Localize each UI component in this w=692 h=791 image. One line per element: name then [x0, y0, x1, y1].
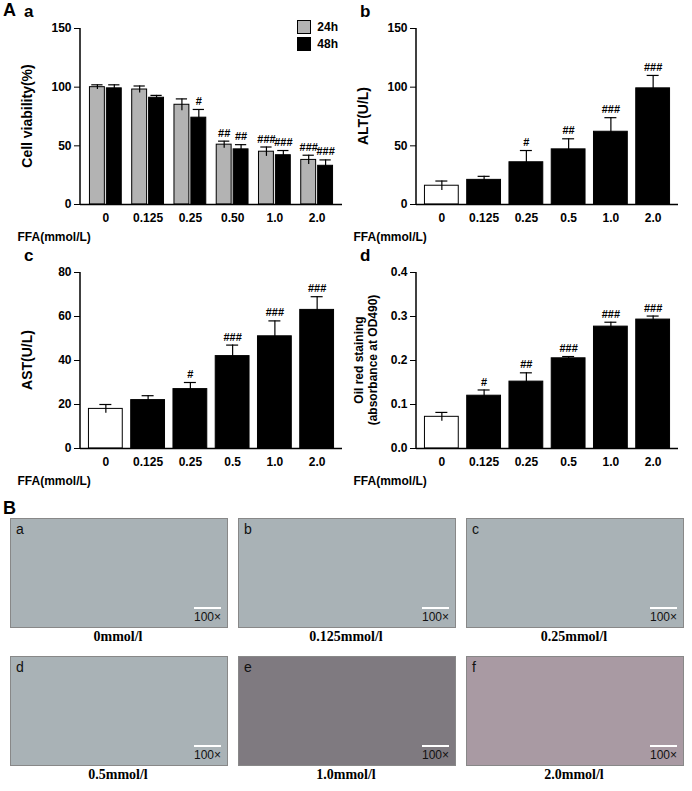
html-text:A: A [3, 0, 16, 20]
svg-text:0.25: 0.25 [515, 211, 539, 225]
html-text:100×: 100× [650, 748, 677, 762]
svg-text:150: 150 [387, 21, 407, 35]
svg-text:0.5: 0.5 [560, 211, 577, 225]
svg-text:40: 40 [58, 353, 72, 367]
svg-text:1.0: 1.0 [603, 455, 620, 469]
svg-text:2.0: 2.0 [645, 211, 662, 225]
html-text:b: b [360, 2, 371, 21]
html-text:0.25mmol/l: 0.25mmol/l [540, 629, 608, 644]
svg-text:Cell viability(%): Cell viability(%) [19, 64, 35, 167]
svg-text:##: ## [235, 130, 247, 142]
html-text:2.0mmol/l: 2.0mmol/l [544, 767, 604, 782]
html-text:b: b [244, 521, 252, 537]
svg-text:###: ### [602, 103, 620, 115]
svg-text:FFA(mmol/L): FFA(mmol/L) [354, 230, 427, 244]
html-text:0.125mmol/l: 0.125mmol/l [309, 629, 383, 644]
svg-text:1.0: 1.0 [267, 211, 284, 225]
svg-text:###: ### [644, 302, 662, 314]
svg-text:50: 50 [58, 139, 72, 153]
html-text:100×: 100× [422, 610, 449, 624]
html-text:1.0mmol/l: 1.0mmol/l [316, 767, 376, 782]
svg-text:##: ## [218, 127, 230, 139]
svg-text:##: ## [520, 358, 532, 370]
svg-text:80: 80 [58, 265, 72, 279]
svg-text:20: 20 [58, 397, 72, 411]
html-text:d: d [16, 659, 24, 675]
svg-text:###: ### [316, 145, 334, 157]
svg-text:0: 0 [65, 441, 72, 455]
svg-text:AST(U/L): AST(U/L) [19, 330, 35, 390]
html-text:B: B [3, 498, 16, 518]
svg-text:0: 0 [439, 211, 446, 225]
svg-text:2.0: 2.0 [309, 455, 326, 469]
html-text:0.5mmol/l: 0.5mmol/l [88, 767, 148, 782]
svg-text:Oil red staining(absorbance at: Oil red staining(absorbance at OD490) [352, 295, 380, 426]
svg-text:###: ### [602, 308, 620, 320]
svg-text:FFA(mmol/L): FFA(mmol/L) [354, 474, 427, 488]
svg-text:0: 0 [65, 197, 72, 211]
svg-text:###: ### [257, 133, 275, 145]
html-text:d: d [360, 246, 371, 265]
svg-text:#: # [187, 368, 193, 380]
svg-text:0.3: 0.3 [391, 309, 408, 323]
html-text:0mmol/l: 0mmol/l [93, 629, 143, 644]
svg-text:100: 100 [51, 80, 71, 94]
svg-text:0: 0 [103, 455, 110, 469]
html-text:24h: 24h [317, 20, 338, 34]
svg-text:0.5: 0.5 [224, 455, 241, 469]
html-text:c: c [24, 246, 34, 265]
svg-text:0: 0 [439, 455, 446, 469]
svg-text:0.0: 0.0 [391, 441, 408, 455]
svg-text:1.0: 1.0 [267, 455, 284, 469]
svg-text:###: ### [644, 61, 662, 73]
svg-text:2.0: 2.0 [309, 211, 326, 225]
svg-text:###: ### [266, 306, 284, 318]
svg-text:#: # [196, 95, 202, 107]
svg-text:0.25: 0.25 [179, 211, 203, 225]
html-text:100×: 100× [194, 610, 221, 624]
svg-text:2.0: 2.0 [645, 455, 662, 469]
svg-text:0.125: 0.125 [133, 211, 163, 225]
svg-text:###: ### [223, 331, 241, 343]
html-text:100×: 100× [194, 748, 221, 762]
svg-text:0.4: 0.4 [391, 265, 408, 279]
svg-text:100: 100 [387, 80, 407, 94]
svg-text:0.25: 0.25 [515, 455, 539, 469]
svg-text:0.5: 0.5 [560, 455, 577, 469]
svg-text:0.1: 0.1 [391, 397, 408, 411]
svg-text:#: # [523, 136, 529, 148]
svg-text:150: 150 [51, 21, 71, 35]
html-text:e: e [244, 659, 252, 675]
html-text:a: a [24, 2, 34, 21]
html-text:100×: 100× [422, 748, 449, 762]
svg-text:###: ### [559, 342, 577, 354]
html-text:f: f [472, 659, 476, 675]
html-text:48h: 48h [317, 37, 338, 51]
svg-text:0.125: 0.125 [469, 455, 499, 469]
svg-text:###: ### [274, 136, 292, 148]
svg-text:###: ### [300, 141, 318, 153]
html-text:100×: 100× [650, 610, 677, 624]
svg-text:0.125: 0.125 [469, 211, 499, 225]
html-text:a: a [16, 521, 24, 537]
svg-text:###: ### [308, 282, 326, 294]
svg-text:0.2: 0.2 [391, 353, 408, 367]
svg-text:FFA(mmol/L): FFA(mmol/L) [18, 474, 91, 488]
svg-text:0.25: 0.25 [179, 455, 203, 469]
svg-text:0.125: 0.125 [133, 455, 163, 469]
svg-text:1.0: 1.0 [603, 211, 620, 225]
svg-text:0: 0 [103, 211, 110, 225]
svg-text:0.50: 0.50 [221, 211, 245, 225]
svg-text:FFA(mmol/L): FFA(mmol/L) [18, 230, 91, 244]
svg-text:ALT(U/L): ALT(U/L) [355, 87, 371, 145]
svg-text:0: 0 [401, 197, 408, 211]
svg-text:60: 60 [58, 309, 72, 323]
html-text:c: c [472, 521, 479, 537]
svg-text:#: # [481, 376, 487, 388]
svg-text:##: ## [563, 124, 575, 136]
svg-text:50: 50 [394, 139, 408, 153]
